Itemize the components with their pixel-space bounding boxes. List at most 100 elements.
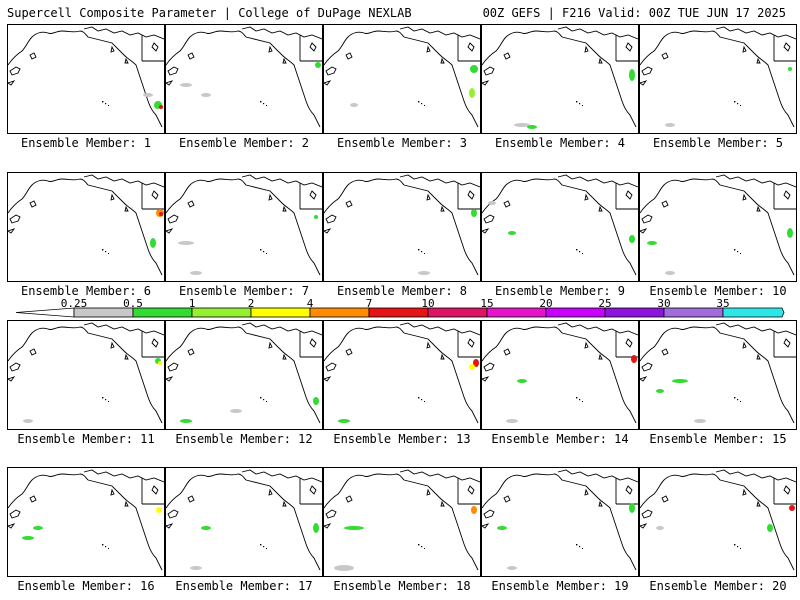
ensemble-member-label: Ensemble Member: 15	[649, 432, 787, 446]
ensemble-map	[7, 467, 165, 577]
parameter-contour	[470, 65, 478, 73]
parameter-contour	[156, 507, 162, 513]
ensemble-map	[481, 467, 639, 577]
ensemble-map	[165, 320, 323, 430]
parameter-contour	[665, 123, 675, 127]
map-coastlines	[482, 469, 638, 571]
ensemble-member-label: Ensemble Member: 4	[494, 136, 626, 150]
colorbar-segment	[368, 307, 429, 318]
ensemble-panel: Ensemble Member: 1	[7, 24, 165, 150]
ensemble-panel: Ensemble Member: 6	[7, 172, 165, 298]
map-coastlines	[482, 174, 638, 276]
parameter-contour	[656, 389, 664, 393]
colorbar-tick-label: 30	[657, 297, 671, 310]
ensemble-map	[7, 320, 165, 430]
map-coastlines	[640, 322, 796, 424]
parameter-contour	[334, 565, 354, 571]
ensemble-member-label: Ensemble Member: 13	[333, 432, 471, 446]
parameter-contour	[517, 379, 527, 383]
ensemble-panel: Ensemble Member: 11	[7, 320, 165, 446]
parameter-contour	[150, 238, 156, 248]
map-coastlines	[166, 322, 322, 424]
ensemble-map	[639, 24, 797, 134]
ensemble-map	[165, 172, 323, 282]
parameter-contour	[418, 271, 430, 275]
parameter-contour	[506, 419, 518, 423]
colorbar-tick-label: 25	[598, 297, 612, 310]
parameter-contour	[629, 69, 635, 81]
map-coastlines	[166, 469, 322, 571]
ensemble-panel: Ensemble Member: 8	[323, 172, 481, 298]
ensemble-member-label: Ensemble Member: 11	[17, 432, 155, 446]
parameter-contour	[33, 526, 43, 530]
ensemble-panel: Ensemble Member: 12	[165, 320, 323, 446]
ensemble-map	[639, 467, 797, 577]
parameter-contour	[313, 397, 319, 405]
colorbar-segment	[604, 307, 665, 318]
parameter-contour	[527, 125, 537, 129]
colorbar-segment	[722, 307, 785, 318]
map-coastlines	[8, 174, 164, 276]
colorbar-tick-label: 35	[716, 297, 730, 310]
parameter-contour	[344, 526, 364, 530]
parameter-contour	[647, 241, 657, 245]
ensemble-member-label: Ensemble Member: 14	[491, 432, 629, 446]
ensemble-panel: Ensemble Member: 19	[481, 467, 639, 593]
map-coastlines	[324, 469, 480, 571]
ensemble-member-label: Ensemble Member: 20	[649, 579, 787, 593]
parameter-contour	[672, 379, 688, 383]
parameter-contour	[508, 231, 516, 235]
ensemble-member-label: Ensemble Member: 1	[20, 136, 152, 150]
parameter-contour	[497, 526, 507, 530]
ensemble-member-label: Ensemble Member: 18	[333, 579, 471, 593]
parameter-contour	[488, 201, 496, 205]
ensemble-member-label: Ensemble Member: 2	[178, 136, 310, 150]
colorbar-tick-label: 0.25	[60, 297, 88, 310]
map-coastlines	[8, 322, 164, 424]
map-coastlines	[8, 469, 164, 571]
ensemble-panel: Ensemble Member: 15	[639, 320, 797, 446]
map-coastlines	[640, 26, 796, 128]
chart-title: Supercell Composite Parameter | College …	[7, 6, 412, 20]
parameter-contour	[629, 503, 635, 513]
map-coastlines	[640, 174, 796, 276]
parameter-contour	[315, 62, 321, 68]
parameter-contour	[190, 271, 202, 275]
colorbar-tick-label: 4	[306, 297, 314, 310]
ensemble-member-label: Ensemble Member: 12	[175, 432, 313, 446]
parameter-contour	[201, 93, 211, 97]
parameter-contour	[694, 419, 706, 423]
map-coastlines	[324, 322, 480, 424]
ensemble-map	[323, 24, 481, 134]
colorbar-tick-label: 10	[421, 297, 435, 310]
parameter-contour	[23, 419, 33, 423]
parameter-contour	[514, 123, 530, 127]
parameter-contour	[159, 212, 163, 216]
ensemble-panel: Ensemble Member: 9	[481, 172, 639, 298]
parameter-contour	[338, 419, 350, 423]
map-coastlines	[166, 174, 322, 276]
colorbar-tick-label: 7	[365, 297, 373, 310]
ensemble-member-label: Ensemble Member: 3	[336, 136, 468, 150]
parameter-contour	[201, 526, 211, 530]
parameter-contour	[314, 215, 318, 219]
colorbar-tick-label: 20	[539, 297, 553, 310]
colorbar-segment	[486, 307, 547, 318]
map-coastlines	[8, 26, 164, 128]
colorbar-legend: 0.25 0.5 1 2 4 7 10 15 20 25 30 35	[14, 297, 786, 320]
ensemble-map	[639, 320, 797, 430]
colorbar-tick-label: 1	[188, 297, 196, 310]
colorbar-segment	[545, 307, 606, 318]
ensemble-map	[481, 320, 639, 430]
ensemble-member-label: Ensemble Member: 5	[652, 136, 784, 150]
ensemble-member-label: Ensemble Member: 19	[491, 579, 629, 593]
parameter-contour	[767, 524, 773, 532]
ensemble-map	[323, 172, 481, 282]
ensemble-map	[639, 172, 797, 282]
model-run-info: 00Z GEFS | F216 Valid: 00Z TUE JUN 17 20…	[482, 6, 786, 20]
parameter-contour	[789, 505, 795, 511]
colorbar-segment	[427, 307, 488, 318]
ensemble-panel: Ensemble Member: 10	[639, 172, 797, 298]
parameter-contour	[631, 355, 637, 363]
colorbar-segment	[250, 307, 311, 318]
